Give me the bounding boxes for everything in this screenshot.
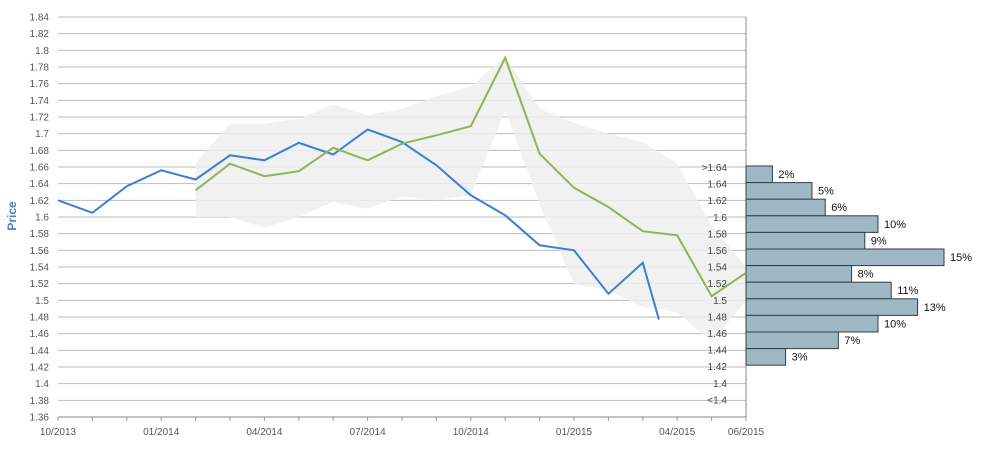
histogram-bin-label: 1.54	[708, 263, 728, 274]
x-tick-label: 04/2014	[246, 427, 283, 438]
histogram-bar	[745, 281, 892, 300]
histogram-bin-label: 1.46	[708, 329, 728, 340]
y-tick-label: 1.78	[30, 63, 50, 74]
histogram-bar-label: 11%	[897, 285, 918, 297]
histogram-bin-label: 1.56	[708, 246, 728, 257]
histogram-bar	[745, 215, 879, 233]
histogram-bar	[745, 265, 853, 283]
histogram-bin-label: 1.48	[708, 312, 728, 323]
histogram-bin-label: 1.42	[708, 362, 728, 373]
histogram-bar	[745, 314, 879, 333]
histogram-bin-label: 1.52	[708, 279, 728, 290]
y-tick-label: 1.82	[30, 29, 50, 40]
y-tick-label: 1.8	[35, 46, 49, 57]
histogram-bar-label: 5%	[818, 186, 834, 198]
histogram-bar-label: 15%	[950, 252, 972, 264]
y-tick-label: 1.66	[30, 163, 50, 174]
y-tick-label: 1.68	[30, 146, 50, 157]
distribution-histogram: >1.64 2% 1.64 5% 1.62 6% 1.6 10% 1.58 9% 1.56 15% 1.…	[702, 163, 973, 406]
histogram-bar	[745, 348, 787, 366]
histogram-bar	[745, 198, 826, 217]
y-tick-label: 1.44	[30, 346, 50, 357]
series-lines	[57, 55, 747, 320]
histogram-bar-label: 13%	[924, 302, 946, 314]
histogram-bar	[745, 248, 945, 267]
x-tick-label: 10/2014	[453, 427, 490, 438]
y-tick-label: 1.64	[30, 179, 50, 190]
histogram-bin-label: 1.58	[708, 229, 728, 240]
histogram-bar	[745, 165, 773, 184]
series-line-actual	[57, 128, 660, 320]
y-tick-label: 1.72	[30, 113, 50, 124]
forecast-range-band	[195, 57, 747, 342]
histogram-bar-label: 8%	[858, 269, 874, 281]
y-tick-label: 1.38	[30, 396, 50, 407]
x-tick-label: 04/2015	[659, 427, 696, 438]
histogram-bar	[745, 231, 866, 250]
histogram-bin-label: 1.64	[708, 180, 728, 191]
y-tick-label: 1.48	[30, 313, 50, 324]
y-tick-label: 1.58	[30, 229, 50, 240]
x-tick-label: 01/2015	[556, 427, 593, 438]
y-tick-label: 1.56	[30, 246, 50, 257]
histogram-bar-label: 10%	[884, 219, 906, 231]
y-tick-label: 1.6	[35, 213, 49, 224]
y-tick-label: 1.62	[30, 196, 50, 207]
histogram-bar	[745, 182, 813, 200]
series-line-forecast	[194, 55, 747, 298]
forecast-band	[195, 57, 747, 342]
y-axis-title: Price	[5, 201, 19, 231]
histogram-bin-label: 1.44	[708, 346, 728, 357]
y-tick-label: 1.4	[35, 379, 49, 390]
histogram-bin-label: 1.4	[713, 379, 727, 390]
histogram-bin-label: <1.4	[707, 395, 727, 406]
x-tick-label: 06/2015	[728, 427, 765, 438]
histogram-bin-label: 1.6	[713, 213, 727, 224]
histogram-bar-label: 7%	[844, 335, 860, 347]
x-tick-label: 01/2014	[143, 427, 180, 438]
histogram-bar-label: 9%	[871, 235, 887, 247]
y-tick-label: 1.7	[35, 129, 49, 140]
histogram-bin-label: >1.64	[702, 163, 728, 174]
histogram-bar	[745, 298, 919, 316]
y-tick-label: 1.84	[30, 13, 50, 24]
y-tick-label: 1.46	[30, 329, 50, 340]
x-tick-label: 07/2014	[350, 427, 387, 438]
histogram-bar-label: 3%	[792, 352, 808, 364]
histogram-bar	[745, 331, 839, 350]
y-tick-label: 1.74	[30, 96, 50, 107]
y-tick-label: 1.36	[30, 413, 50, 424]
y-tick-label: 1.54	[30, 263, 50, 274]
x-tick-label: 10/2013	[40, 427, 77, 438]
histogram-bar-label: 10%	[884, 318, 906, 330]
histogram-bin-label: 1.62	[708, 196, 728, 207]
y-tick-label: 1.76	[30, 79, 50, 90]
histogram-bin-label: 1.5	[713, 296, 727, 307]
histogram-bar-label: 2%	[778, 169, 794, 181]
y-tick-label: 1.52	[30, 279, 50, 290]
histogram-bar-label: 6%	[831, 202, 847, 214]
y-tick-label: 1.5	[35, 296, 49, 307]
y-tick-label: 1.42	[30, 363, 50, 374]
